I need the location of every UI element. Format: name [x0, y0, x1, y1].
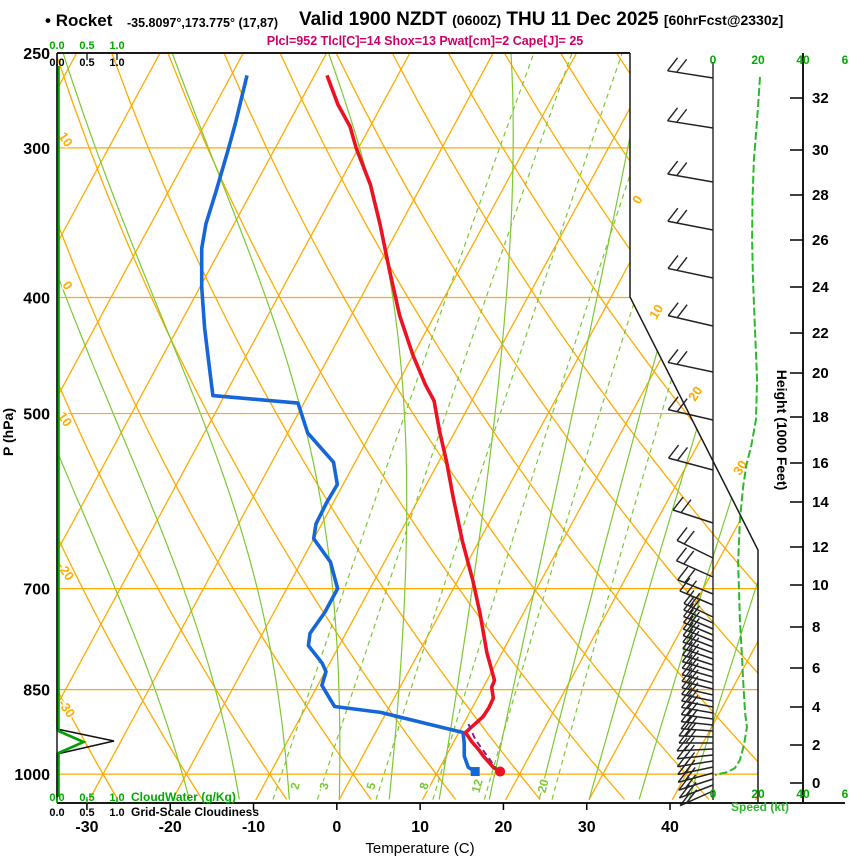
svg-text:0: 0 — [812, 775, 820, 792]
surface-dewpoint-marker — [470, 767, 480, 777]
bullet-icon: • — [45, 11, 51, 30]
site-title: • Rocket — [45, 11, 112, 31]
svg-text:20: 20 — [685, 384, 705, 404]
svg-text:30: 30 — [812, 142, 829, 159]
temperature-curve — [325, 74, 502, 774]
svg-text:6: 6 — [842, 787, 849, 801]
svg-text:0.0: 0.0 — [49, 807, 64, 819]
svg-text:500: 500 — [23, 407, 50, 424]
svg-text:20: 20 — [751, 787, 765, 801]
svg-text:14: 14 — [812, 494, 829, 511]
svg-text:40: 40 — [796, 787, 810, 801]
svg-text:3: 3 — [317, 781, 332, 791]
svg-text:1.0: 1.0 — [109, 57, 124, 69]
svg-text:0.0: 0.0 — [49, 57, 64, 69]
svg-text:0: 0 — [332, 819, 341, 836]
svg-text:40: 40 — [661, 819, 679, 836]
svg-text:Temperature (C): Temperature (C) — [365, 840, 474, 857]
svg-text:30: 30 — [730, 458, 750, 478]
svg-text:0: 0 — [59, 278, 75, 293]
svg-text:30: 30 — [578, 819, 596, 836]
svg-text:6: 6 — [842, 53, 849, 67]
valid-time: Valid 1900 NZDT (0600Z) THU 11 Dec 2025 … — [299, 9, 784, 30]
svg-text:300: 300 — [23, 141, 50, 158]
svg-text:12: 12 — [812, 539, 829, 556]
svg-text:1.0: 1.0 — [109, 807, 124, 819]
svg-text:28: 28 — [812, 187, 829, 204]
svg-text:10: 10 — [646, 302, 666, 322]
svg-text:Grid-Scale Cloudiness: Grid-Scale Cloudiness — [131, 805, 259, 819]
svg-text:20: 20 — [495, 819, 513, 836]
svg-text:Height (1000 Feet): Height (1000 Feet) — [774, 370, 790, 491]
title-bar: • Rocket -35.8097°,173.775° (17,87) Vali… — [0, 0, 850, 34]
svg-text:18: 18 — [812, 409, 829, 426]
dewpoint-curve — [199, 74, 477, 774]
svg-text:10: 10 — [411, 819, 429, 836]
svg-text:6: 6 — [812, 660, 820, 677]
svg-text:16: 16 — [812, 455, 829, 472]
svg-text:0: 0 — [710, 53, 717, 67]
svg-text:5: 5 — [364, 781, 379, 791]
cloudwater-line — [57, 66, 87, 797]
wind-barbs — [667, 57, 714, 807]
svg-text:700: 700 — [23, 582, 50, 599]
sounding-curves — [199, 74, 506, 777]
svg-text:850: 850 — [23, 683, 50, 700]
parcel-path — [466, 721, 499, 773]
svg-text:0.0: 0.0 — [49, 40, 64, 52]
svg-text:P (hPa): P (hPa) — [0, 408, 16, 456]
svg-text:0: 0 — [710, 787, 717, 801]
site-name: Rocket — [55, 11, 113, 30]
svg-text:1.0: 1.0 — [109, 40, 124, 52]
svg-text:22: 22 — [812, 325, 829, 342]
svg-text:20: 20 — [535, 777, 552, 794]
background-grid — [57, 53, 758, 800]
svg-text:20: 20 — [812, 365, 829, 382]
svg-text:10: 10 — [812, 577, 829, 594]
svg-text:Speed (kt): Speed (kt) — [731, 800, 789, 814]
svg-text:0: 0 — [629, 193, 646, 207]
svg-text:0.5: 0.5 — [79, 40, 94, 52]
wind-speed-curve — [714, 76, 761, 776]
svg-text:26: 26 — [812, 232, 829, 249]
svg-text:32: 32 — [812, 90, 829, 107]
svg-text:-10: -10 — [52, 405, 75, 429]
svg-text:2: 2 — [288, 781, 303, 791]
svg-text:-30: -30 — [75, 819, 98, 836]
svg-text:2: 2 — [812, 737, 820, 754]
site-coordinates: -35.8097°,173.775° (17,87) — [127, 16, 279, 30]
svg-text:8: 8 — [812, 619, 820, 636]
svg-text:-20: -20 — [159, 819, 182, 836]
svg-text:1000: 1000 — [14, 767, 50, 784]
svg-text:12: 12 — [469, 777, 486, 794]
svg-text:CloudWater (g/Kg): CloudWater (g/Kg) — [131, 790, 236, 804]
svg-text:0.5: 0.5 — [79, 57, 94, 69]
svg-text:40: 40 — [796, 53, 810, 67]
svg-text:24: 24 — [812, 279, 829, 296]
svg-text:8: 8 — [417, 781, 432, 791]
svg-text:0.5: 0.5 — [79, 807, 94, 819]
stability-indices: Plcl=952 Tlcl[C]=14 Shox=13 Pwat[cm]=2 C… — [0, 32, 850, 50]
svg-text:400: 400 — [23, 290, 50, 307]
indices-text: Plcl=952 Tlcl[C]=14 Shox=13 Pwat[cm]=2 C… — [266, 34, 584, 48]
svg-text:20: 20 — [751, 53, 765, 67]
svg-text:-10: -10 — [242, 819, 265, 836]
svg-text:4: 4 — [812, 699, 821, 716]
surface-temperature-marker — [495, 766, 506, 777]
svg-text:250: 250 — [23, 46, 50, 63]
